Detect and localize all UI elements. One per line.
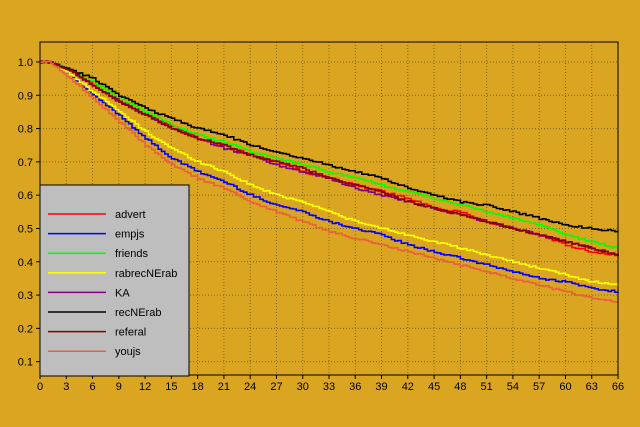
y-tick-label: 1.0 bbox=[18, 57, 33, 69]
x-tick-label: 48 bbox=[454, 381, 466, 393]
x-tick-label: 3 bbox=[63, 381, 69, 393]
legend-label-referal: referal bbox=[115, 327, 146, 339]
x-tick-label: 36 bbox=[349, 381, 361, 393]
x-tick-label: 18 bbox=[192, 381, 204, 393]
x-tick-label: 15 bbox=[165, 381, 177, 393]
y-tick-label: 0.5 bbox=[18, 223, 33, 235]
x-tick-label: 60 bbox=[559, 381, 571, 393]
series-line-referal bbox=[40, 60, 619, 256]
legend: advert empjs friends rabrecNErab KA recNErab r… bbox=[39, 184, 190, 377]
x-tick-label: 39 bbox=[375, 381, 387, 393]
x-tick-label: 42 bbox=[402, 381, 414, 393]
legend-label-rabrecNErab: rabrecNErab bbox=[115, 268, 177, 280]
series-line-youjs bbox=[40, 60, 619, 303]
x-tick-label: 21 bbox=[218, 381, 230, 393]
x-tick-label: 30 bbox=[297, 381, 309, 393]
x-tick-label: 66 bbox=[612, 381, 624, 393]
x-tick-label: 6 bbox=[89, 381, 95, 393]
x-tick-label: 24 bbox=[244, 381, 256, 393]
legend-label-recNErab: recNErab bbox=[115, 307, 161, 319]
series-line-friends bbox=[40, 60, 619, 249]
x-tick-label: 0 bbox=[37, 381, 43, 393]
y-tick-label: 0.9 bbox=[18, 90, 33, 102]
y-tick-label: 0.1 bbox=[18, 357, 33, 369]
y-tick-label: 0.6 bbox=[18, 190, 33, 202]
x-tick-label: 33 bbox=[323, 381, 335, 393]
x-tick-label: 63 bbox=[586, 381, 598, 393]
y-tick-label: 0.3 bbox=[18, 290, 33, 302]
series-line-rabrecNErab bbox=[40, 60, 619, 286]
x-tick-label: 12 bbox=[139, 381, 151, 393]
x-tick-label: 9 bbox=[116, 381, 122, 393]
x-tick-label: 51 bbox=[481, 381, 493, 393]
y-tick-label: 0.8 bbox=[18, 124, 33, 136]
y-tick-label: 0.7 bbox=[18, 157, 33, 169]
y-tick-label: 0.2 bbox=[18, 323, 33, 335]
legend-label-advert: advert bbox=[115, 209, 146, 221]
legend-label-friends: friends bbox=[115, 248, 149, 260]
legend-label-KA: KA bbox=[115, 287, 130, 299]
legend-box bbox=[39, 184, 190, 377]
x-tick-label: 27 bbox=[270, 381, 282, 393]
series-line-recNErab bbox=[40, 60, 619, 233]
legend-label-empjs: empjs bbox=[115, 229, 145, 241]
legend-label-youjs: youjs bbox=[115, 346, 141, 358]
series-line-empjs bbox=[40, 60, 619, 293]
series-lines bbox=[40, 60, 619, 303]
x-tick-label: 45 bbox=[428, 381, 440, 393]
y-tick-label: 0.4 bbox=[18, 257, 33, 269]
x-tick-label: 54 bbox=[507, 381, 519, 393]
x-tick-label: 57 bbox=[533, 381, 545, 393]
